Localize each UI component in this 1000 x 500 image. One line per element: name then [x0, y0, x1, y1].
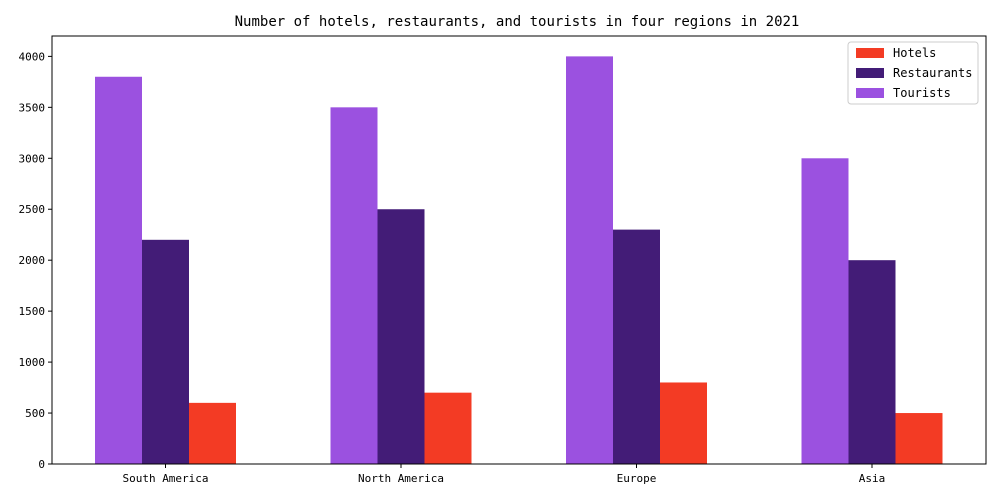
legend: Hotels Restaurants Tourists	[847, 41, 979, 105]
y-tick-label: 1500	[19, 305, 46, 318]
bar-tourists-south-america	[95, 76, 142, 464]
y-tick-label: 0	[38, 458, 45, 471]
chart-title: Number of hotels, restaurants, and touri…	[235, 14, 800, 30]
legend-label-hotels: Hotels	[893, 46, 936, 60]
y-tick-label: 2500	[19, 203, 46, 216]
y-tick-label: 3000	[19, 152, 46, 165]
bar-restaurants-south-america	[142, 239, 189, 464]
bar-restaurants-north-america	[377, 209, 425, 464]
y-tick-label: 4000	[19, 50, 46, 63]
bar-hotels-europe	[660, 382, 707, 464]
legend-label-restaurants: Restaurants	[893, 66, 972, 80]
bar-hotels-north-america	[424, 392, 472, 464]
bar-tourists-north-america	[330, 107, 378, 464]
bar-restaurants-europe	[613, 229, 660, 464]
bar-restaurants-asia	[848, 260, 896, 464]
y-tick-label: 1000	[19, 356, 46, 369]
x-tick-label-north-america: North America	[358, 472, 444, 485]
y-tick-label: 500	[25, 407, 45, 420]
x-tick-label-asia: Asia	[859, 472, 886, 485]
bar-hotels-south-america	[189, 402, 236, 464]
bar-hotels-asia	[895, 413, 943, 464]
bars-layer	[95, 56, 943, 465]
legend-swatch-restaurants	[856, 68, 884, 78]
axes-layer: 0 500 1000 1500 2000 2500 3000 3500 4000 South Am…	[19, 35, 987, 485]
y-tick-label: 2000	[19, 254, 46, 267]
legend-swatch-tourists	[856, 88, 884, 98]
x-tick-label-south-america: South America	[122, 472, 208, 485]
bar-tourists-europe	[566, 56, 613, 464]
plot-frame	[51, 35, 987, 465]
legend-swatch-hotels	[856, 48, 884, 58]
x-tick-label-europe: Europe	[617, 472, 657, 485]
y-tick-label: 3500	[19, 101, 46, 114]
legend-label-tourists: Tourists	[893, 86, 951, 100]
bar-tourists-asia	[801, 158, 849, 465]
